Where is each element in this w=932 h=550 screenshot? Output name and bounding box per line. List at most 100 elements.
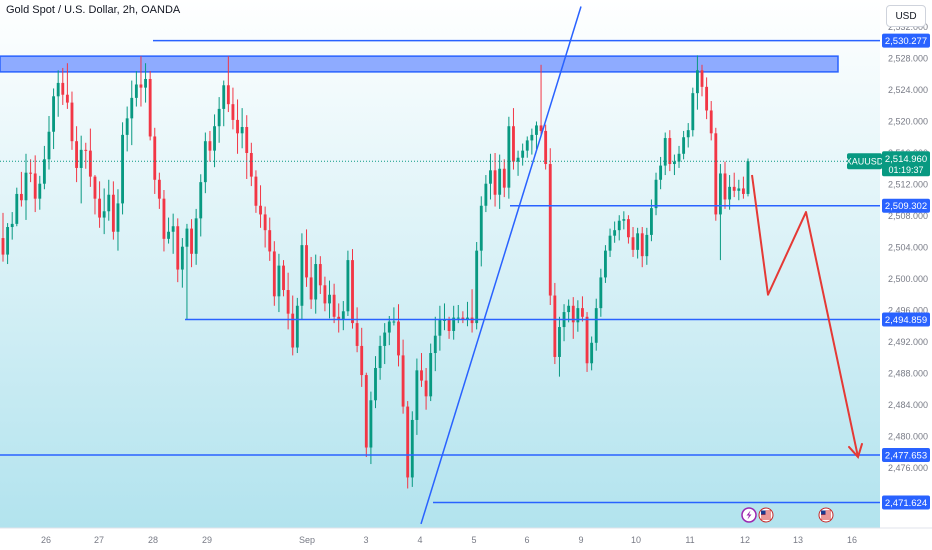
candle (217, 97, 221, 143)
candle-body (383, 332, 387, 346)
candle-body (125, 118, 129, 135)
candle-body (139, 84, 143, 88)
flag-stripe (821, 510, 831, 512)
candle-body (640, 233, 644, 257)
candle-body (6, 227, 10, 255)
candle (323, 276, 327, 312)
flag-stripe (761, 516, 771, 518)
candle (544, 124, 548, 170)
us-flag-icon[interactable] (758, 507, 774, 523)
trend-line[interactable] (420, 6, 582, 525)
candle (130, 80, 134, 146)
candle (351, 249, 354, 329)
candle-body (392, 321, 396, 323)
candle-body (171, 226, 175, 232)
candle-body (56, 82, 60, 97)
candle-body (493, 170, 497, 195)
candle (236, 99, 239, 154)
currency-button[interactable]: USD (886, 5, 926, 27)
candle (714, 127, 718, 221)
candle-body (415, 370, 419, 420)
candle (309, 256, 313, 309)
candle-body (249, 153, 253, 177)
y-tick-label: 2,528.000 (888, 54, 928, 64)
candle-body (502, 168, 506, 188)
candle (259, 185, 262, 228)
candle-body (521, 150, 525, 158)
y-tick-label: 2,488.000 (888, 369, 928, 379)
current-price-label: 2,514.960 (885, 154, 927, 165)
candle-body (479, 205, 483, 251)
candle-body (355, 323, 359, 346)
candle-body (305, 245, 308, 278)
x-tick-label: Sep (299, 535, 315, 545)
candle (107, 179, 111, 221)
candle-body (374, 367, 377, 401)
candle (249, 142, 253, 187)
chart-title: Gold Spot / U.S. Dollar, 2h, OANDA (6, 4, 181, 16)
candle (429, 343, 433, 402)
candle-body (498, 168, 502, 195)
y-tick-label: 2,484.000 (888, 400, 928, 410)
candle (75, 126, 79, 183)
candle-body (447, 319, 451, 331)
candle-body (88, 150, 92, 177)
lightning-icon-bolt (746, 510, 752, 520)
candle (709, 101, 713, 141)
candle-body (217, 108, 221, 127)
candle (70, 91, 74, 150)
candle-body (718, 173, 722, 215)
flag-canton (821, 510, 826, 515)
us-flag-icon[interactable] (818, 507, 834, 523)
candle (383, 323, 387, 365)
candle (291, 295, 295, 356)
candle (245, 115, 249, 179)
y-tick-label: 2,500.000 (888, 274, 928, 284)
candle (268, 217, 272, 261)
candle (203, 132, 207, 194)
candle-body (548, 164, 552, 296)
candle-body (654, 179, 658, 209)
level-price-tag (882, 33, 930, 48)
candle-body (645, 234, 649, 257)
candle-body (318, 264, 322, 286)
candle (305, 229, 308, 287)
candle-body (484, 183, 488, 206)
candle (360, 327, 364, 387)
candle (581, 296, 584, 322)
candle-body (33, 173, 37, 199)
candle (443, 303, 446, 331)
candle (121, 122, 124, 215)
x-tick-label: 29 (202, 535, 212, 545)
candle (194, 208, 198, 265)
candle-body (369, 400, 373, 448)
candle-body (291, 313, 295, 348)
candle-body (199, 182, 203, 219)
candle-body (650, 208, 653, 235)
candle-body (397, 321, 400, 356)
candle (346, 250, 350, 317)
candle-body (29, 172, 33, 174)
candle-body (682, 137, 686, 154)
candle-body (203, 141, 207, 183)
candle (617, 215, 621, 241)
candle (585, 312, 589, 372)
candle-body (429, 353, 433, 397)
candle (1, 212, 5, 262)
lightning-icon[interactable] (741, 507, 757, 523)
candle-body (15, 193, 19, 224)
candle-body (42, 159, 46, 184)
candle (144, 63, 147, 103)
candle-body (636, 233, 640, 250)
candle (93, 175, 97, 215)
candle (493, 153, 497, 207)
resistance-zone[interactable] (0, 55, 839, 73)
candle (608, 228, 612, 257)
candle-body (420, 370, 423, 381)
candle (295, 297, 299, 354)
candle (52, 88, 56, 150)
y-tick-label: 2,496.000 (888, 306, 928, 316)
candle (599, 268, 603, 317)
projection-path[interactable] (751, 174, 859, 458)
